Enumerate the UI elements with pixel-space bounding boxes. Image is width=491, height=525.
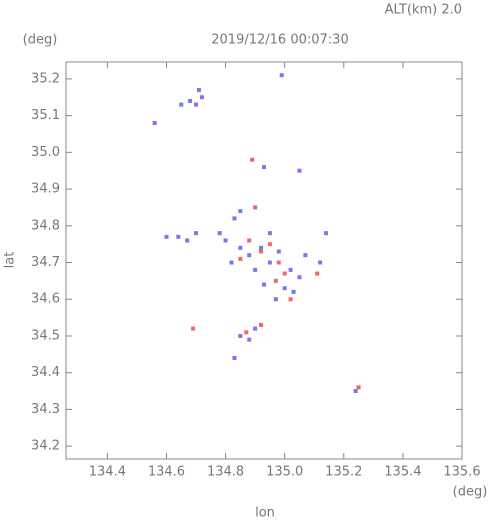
point [267, 260, 272, 265]
y-tick-label: 34.6 [31, 292, 60, 307]
x-tick-label: 134.8 [207, 465, 244, 480]
point [176, 234, 181, 239]
point [259, 322, 264, 327]
point [279, 73, 284, 78]
point [262, 165, 266, 170]
x-tick-label: 135.6 [443, 465, 480, 480]
point [238, 256, 243, 261]
y-tick-label: 34.4 [31, 365, 60, 380]
point [196, 87, 201, 92]
x-tick-label: 135.4 [384, 465, 421, 480]
point [259, 249, 264, 254]
point [247, 238, 252, 243]
point [276, 260, 281, 265]
point [238, 333, 243, 338]
x-tick-label: 135.0 [266, 465, 303, 480]
point [324, 231, 329, 236]
point [164, 234, 169, 239]
y-tick-label: 35.2 [31, 71, 60, 86]
x-label: lon [255, 506, 275, 521]
point [282, 286, 287, 291]
point [194, 102, 199, 107]
chart-title: 2019/12/16 00:07:30 [211, 33, 348, 48]
point [179, 102, 184, 107]
point [353, 389, 358, 394]
x-tick-label: 134.4 [89, 465, 126, 480]
point [318, 260, 323, 265]
point [223, 238, 228, 243]
y-unit: (deg) [23, 33, 58, 48]
point [253, 326, 258, 331]
point [267, 242, 272, 247]
point [276, 249, 281, 254]
point [238, 209, 243, 214]
point [288, 297, 293, 302]
point [262, 282, 266, 287]
point [194, 231, 199, 236]
point [288, 267, 293, 272]
point [253, 267, 258, 272]
y-tick-label: 34.7 [31, 255, 60, 270]
point [217, 231, 222, 236]
annotation: ALT(km) 2.0 [385, 3, 462, 18]
point [232, 216, 237, 221]
point [267, 231, 272, 236]
y-label: lat [3, 252, 18, 269]
point [315, 271, 320, 276]
point [253, 205, 258, 210]
y-tick-label: 35.1 [31, 108, 60, 123]
point [356, 385, 361, 390]
point [238, 245, 243, 250]
y-tick-label: 34.9 [31, 182, 60, 197]
point [185, 238, 190, 243]
point [244, 330, 249, 335]
point [291, 289, 296, 294]
point [199, 95, 204, 100]
point [273, 297, 278, 302]
y-tick-label: 34.3 [31, 402, 60, 417]
point [232, 356, 237, 361]
point [282, 271, 287, 276]
point [259, 245, 264, 250]
point [273, 278, 278, 283]
y-tick-label: 34.2 [31, 439, 60, 454]
y-tick-label: 35.0 [31, 145, 60, 160]
plot-frame [65, 61, 463, 460]
y-tick-label: 34.8 [31, 218, 60, 233]
point [297, 275, 302, 280]
point [250, 157, 255, 162]
point [247, 253, 252, 258]
x-unit: (deg) [453, 485, 488, 500]
x-tick-label: 134.6 [148, 465, 185, 480]
point [188, 98, 193, 103]
point [229, 260, 234, 265]
x-tick-label: 135.2 [325, 465, 362, 480]
point [303, 253, 308, 258]
point [297, 168, 302, 173]
point [247, 337, 252, 342]
point [152, 120, 157, 125]
point [191, 326, 196, 331]
y-tick-label: 34.5 [31, 328, 60, 343]
